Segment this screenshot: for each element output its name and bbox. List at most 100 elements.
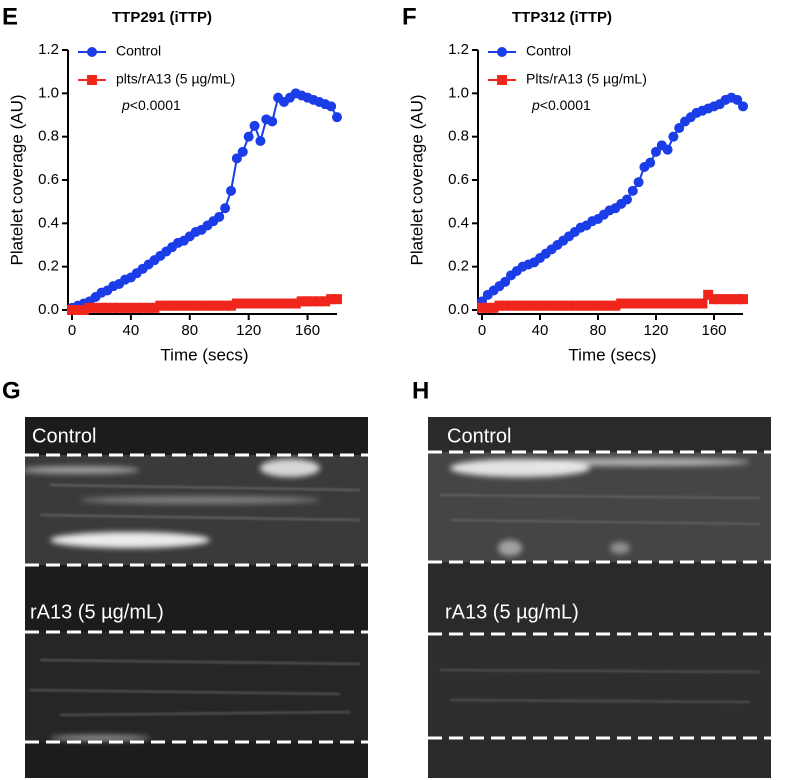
data-point: [674, 123, 685, 133]
data-point: [668, 298, 679, 309]
data-point: [137, 302, 148, 313]
data-point: [738, 101, 748, 112]
data-point: [633, 298, 644, 309]
series-line: [71, 92, 338, 309]
chart: E TTP291 (iTTP) 0.0 0.2 0.4 0.6 0.8 1.0 1.2 0 40 80…: [2, 3, 342, 364]
x-tick-label: 160: [295, 322, 320, 339]
data-point: [645, 298, 656, 309]
data-point: [709, 294, 719, 305]
data-point: [332, 294, 342, 305]
data-point: [90, 302, 101, 313]
annotation-italic: p: [531, 97, 540, 113]
image-label: Control: [447, 425, 511, 447]
data-point: [610, 300, 621, 311]
data-point: [500, 276, 511, 287]
data-point: [558, 300, 569, 311]
chart-title: TTP291 (iTTP): [112, 9, 212, 26]
data-point: [143, 302, 154, 313]
data-point: [237, 146, 248, 157]
data-point: [279, 298, 289, 309]
y-tick-label: 0.4: [448, 214, 469, 231]
data-point: [622, 194, 632, 205]
data-point: [96, 302, 107, 313]
data-point: [593, 300, 603, 311]
y-tick-label: 0.2: [448, 258, 469, 275]
data-point: [255, 298, 266, 309]
data-point: [167, 300, 178, 311]
data-point: [482, 302, 493, 313]
data-point: [546, 300, 557, 311]
data-point: [243, 298, 254, 309]
data-point: [581, 300, 592, 311]
data-point: [84, 302, 95, 313]
data-point: [569, 300, 580, 311]
data-point: [651, 146, 661, 157]
data-point: [290, 298, 301, 309]
x-tick-label: 40: [532, 322, 549, 339]
panel-letter: G: [2, 377, 21, 404]
data-point: [249, 120, 260, 131]
y-tick-label: 0.6: [448, 171, 469, 188]
data-point: [633, 177, 644, 188]
data-point: [703, 289, 714, 300]
data-point: [231, 153, 242, 164]
data-point: [326, 294, 337, 305]
x-tick-label: 160: [701, 322, 726, 339]
data-point: [674, 298, 685, 309]
data-point: [326, 101, 337, 112]
annotation: p<0.0001: [121, 97, 181, 113]
micrograph: [428, 417, 771, 778]
data-point: [552, 300, 563, 311]
data-point: [668, 131, 679, 142]
data-point: [308, 296, 319, 307]
chart-title: TTP312 (iTTP): [512, 9, 612, 26]
y-tick-label: 1.0: [38, 84, 59, 101]
data-point: [255, 136, 266, 146]
legend-marker: [87, 47, 97, 57]
data-point: [488, 302, 499, 313]
data-point: [67, 305, 77, 315]
data-point: [220, 300, 231, 311]
x-axis-label: Time (secs): [160, 345, 248, 364]
y-tick-label: 0.8: [448, 128, 469, 145]
data-point: [284, 298, 295, 309]
data-point: [214, 211, 225, 222]
x-tick-label: 120: [643, 322, 668, 339]
data-point: [639, 298, 650, 309]
data-point: [738, 294, 748, 305]
data-point: [726, 294, 737, 305]
image-label: Control: [32, 425, 96, 447]
x-tick-label: 40: [123, 322, 140, 339]
data-point: [220, 203, 231, 214]
y-tick-label: 0.0: [38, 301, 59, 318]
data-point: [273, 298, 284, 309]
data-point: [226, 185, 236, 196]
legend-marker: [87, 75, 97, 85]
data-point: [214, 300, 225, 311]
data-point: [108, 302, 119, 313]
y-tick-label: 0.8: [38, 128, 59, 145]
data-point: [302, 296, 313, 307]
data-point: [564, 300, 574, 311]
y-tick-label: 1.2: [38, 41, 59, 58]
data-point: [720, 294, 731, 305]
panel-letter: E: [2, 3, 18, 30]
data-point: [231, 298, 242, 309]
y-tick-label: 1.0: [448, 84, 469, 101]
y-tick-label: 0.2: [38, 258, 59, 275]
data-point: [114, 302, 125, 313]
data-point: [102, 302, 113, 313]
data-point: [237, 298, 248, 309]
y-tick-label: 0.4: [38, 214, 59, 231]
data-point: [714, 294, 725, 305]
data-point: [267, 298, 278, 309]
data-point: [155, 300, 166, 311]
data-point: [226, 300, 236, 311]
y-tick-label: 0.0: [448, 301, 469, 318]
data-point: [511, 300, 522, 311]
data-point: [651, 298, 661, 309]
data-point: [500, 300, 511, 311]
data-point: [685, 298, 696, 309]
data-point: [178, 300, 189, 311]
